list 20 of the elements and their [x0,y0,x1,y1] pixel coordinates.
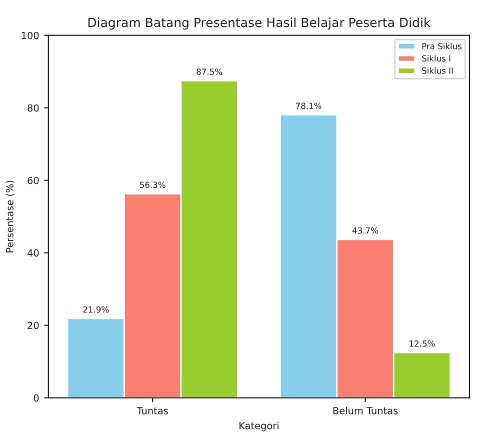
data-label: 56.3% [140,182,166,188]
y-tick-label: 0 [34,394,39,402]
y-tick-label: 20 [28,322,39,330]
legend-label: Pra Siklus [422,42,462,50]
data-label: 21.9% [83,306,109,313]
data-label: 43.7% [352,227,378,234]
data-label: 87.5% [196,68,222,75]
data-label: 78.1% [296,102,322,109]
y-tick-label: 80 [28,104,39,112]
legend-label: Siklus II [422,67,453,74]
data-label: 12.5% [410,340,435,347]
x-axis-title: Kategori [240,422,278,432]
chart-title: Diagram Batang Presentase Hasil Belajar Peserta Didik [88,18,431,30]
y-tick-label: 40 [27,249,39,257]
y-tick-label: 60 [28,176,39,184]
x-tick-label: Tuntas [136,407,168,414]
y-tick-label: 100 [22,32,39,40]
y-axis-title: Persentase (%) [6,180,15,252]
legend-label: Siklus I [422,55,450,62]
x-tick-label: Belum Tuntas [333,406,398,414]
